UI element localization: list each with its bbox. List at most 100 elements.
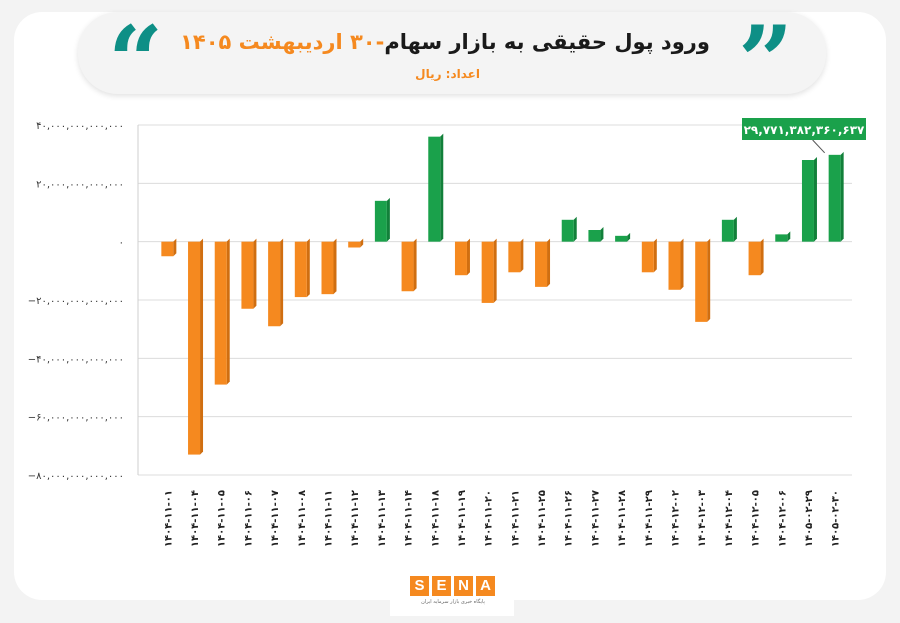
x-tick-label: ۱۴۰۴-۱۲-۰۳	[697, 490, 708, 547]
bar-side	[600, 227, 604, 242]
bar-side	[760, 238, 764, 276]
bar-side	[840, 151, 844, 242]
annotation-label: ۲۹,۷۷۱,۳۸۲,۳۶۰,۶۳۷	[744, 123, 865, 137]
bar	[241, 241, 254, 309]
sena-logo: S E N A	[410, 576, 496, 598]
bar-side	[547, 238, 551, 287]
bar-side	[707, 238, 711, 322]
bar	[775, 234, 788, 242]
bar	[561, 219, 574, 242]
y-tick-label: −۸۰,۰۰۰,۰۰۰,۰۰۰,۰۰۰	[28, 471, 124, 482]
bar	[801, 160, 814, 242]
bar	[508, 241, 521, 273]
bar	[721, 219, 734, 242]
quote-open-icon: “	[108, 5, 164, 118]
logo-letter: E	[432, 576, 451, 596]
y-tick-label: ۴۰,۰۰۰,۰۰۰,۰۰۰,۰۰۰	[36, 121, 124, 132]
x-tick-label: ۱۴۰۵-۰۲-۳۰	[831, 490, 842, 547]
x-tick-label: ۱۴۰۴-۱۱-۲۶	[564, 490, 575, 547]
annotation-leader	[812, 139, 826, 154]
bar-side	[520, 238, 524, 273]
x-tick-label: ۱۴۰۵-۰۲-۲۹	[804, 490, 815, 547]
x-tick-label: ۱۴۰۴-۱۱-۱۲	[350, 490, 361, 547]
bar	[214, 241, 227, 385]
logo-tagline: پایگاه خبری بازار سرمایه ایران	[421, 599, 485, 605]
logo-letter: A	[476, 576, 495, 596]
y-tick-label: −۶۰,۰۰۰,۰۰۰,۰۰۰,۰۰۰	[28, 413, 124, 424]
x-tick-label: ۱۴۰۴-۱۱-۱۳	[377, 490, 388, 547]
x-tick-label: ۱۴۰۴-۱۱-۲۹	[644, 490, 655, 547]
x-tick-label: ۱۴۰۴-۱۱-۱۱	[324, 490, 335, 547]
x-tick-label: ۱۴۰۴-۱۲-۰۲	[671, 490, 682, 547]
x-tick-label: ۱۴۰۴-۱۱-۰۱	[163, 490, 174, 547]
y-tick-label: ۰	[119, 238, 124, 249]
bar	[481, 241, 494, 303]
x-tick-label: ۱۴۰۴-۱۱-۲۵	[537, 490, 548, 547]
bar	[454, 241, 467, 276]
x-tick-label: ۱۴۰۴-۱۲-۰۴	[724, 490, 735, 547]
y-tick-label: −۲۰,۰۰۰,۰۰۰,۰۰۰,۰۰۰	[28, 296, 124, 307]
logo-letter: N	[454, 576, 473, 596]
bar	[188, 241, 201, 455]
x-tick-label: ۱۴۰۴-۱۱-۰۵	[217, 490, 228, 547]
bar-side	[787, 231, 791, 242]
bar	[348, 241, 361, 248]
x-tick-label: ۱۴۰۴-۱۱-۱۸	[430, 490, 441, 547]
x-tick-label: ۱۴۰۴-۱۱-۰۸	[297, 490, 308, 547]
bar-side	[627, 232, 631, 242]
bar-side	[173, 238, 177, 257]
bar-side	[573, 216, 577, 242]
x-tick-label: ۱۴۰۴-۱۱-۲۱	[510, 490, 521, 547]
bar	[748, 241, 761, 276]
bar	[374, 200, 387, 242]
x-tick-label: ۱۴۰۴-۱۲-۰۵	[751, 490, 762, 547]
chart-subtitle: اعداد: ریال	[415, 67, 480, 81]
bar-side	[680, 238, 684, 290]
bar-side	[386, 197, 390, 242]
bar	[615, 235, 628, 242]
bar	[588, 230, 601, 242]
bar	[695, 241, 708, 322]
bar	[268, 241, 281, 327]
bar-side	[653, 238, 657, 273]
bar-side	[493, 238, 497, 303]
bar-side	[306, 238, 310, 298]
bar	[828, 154, 841, 242]
chart-title: ورود پول حقیقی به بازار سهام-۳۰ اردیبهشت…	[150, 30, 740, 54]
logo-letter: S	[410, 576, 429, 596]
bar-side	[333, 238, 337, 295]
x-tick-label: ۱۴۰۴-۱۱-۰۴	[190, 490, 201, 547]
annotation-box	[742, 118, 866, 140]
quote-close-icon: ”	[738, 5, 794, 118]
chart-title-date: -۳۰ اردیبهشت ۱۴۰۵	[180, 30, 385, 54]
bar-side	[733, 216, 737, 242]
x-tick-label: ۱۴۰۴-۱۱-۱۴	[404, 490, 415, 547]
chart-title-main: ورود پول حقیقی به بازار سهام	[384, 30, 710, 54]
bar	[428, 136, 441, 242]
y-tick-label: ۲۰,۰۰۰,۰۰۰,۰۰۰,۰۰۰	[36, 179, 124, 190]
bar	[641, 241, 654, 273]
x-tick-label: ۱۴۰۴-۱۱-۰۶	[243, 490, 254, 547]
bar-side	[413, 238, 417, 292]
x-tick-label: ۱۴۰۴-۱۲-۰۶	[777, 490, 788, 547]
bar	[161, 241, 174, 257]
y-tick-label: −۴۰,۰۰۰,۰۰۰,۰۰۰,۰۰۰	[28, 354, 124, 365]
bar-side	[440, 133, 444, 242]
x-tick-label: ۱۴۰۴-۱۱-۲۸	[617, 490, 628, 547]
x-tick-label: ۱۴۰۴-۱۱-۲۷	[590, 490, 601, 547]
bar	[401, 241, 414, 292]
x-tick-label: ۱۴۰۴-۱۱-۲۰	[484, 490, 495, 547]
bar-side	[360, 238, 364, 248]
bar-side	[280, 238, 284, 327]
bar	[668, 241, 681, 290]
x-tick-label: ۱۴۰۴-۱۱-۰۷	[270, 490, 281, 547]
bar-side	[253, 238, 257, 309]
title-banner	[78, 12, 826, 94]
bar-side	[813, 157, 817, 242]
bar	[535, 241, 548, 287]
bar-side	[200, 238, 204, 455]
bar-side	[226, 238, 230, 385]
bar	[321, 241, 334, 295]
bar	[294, 241, 307, 298]
